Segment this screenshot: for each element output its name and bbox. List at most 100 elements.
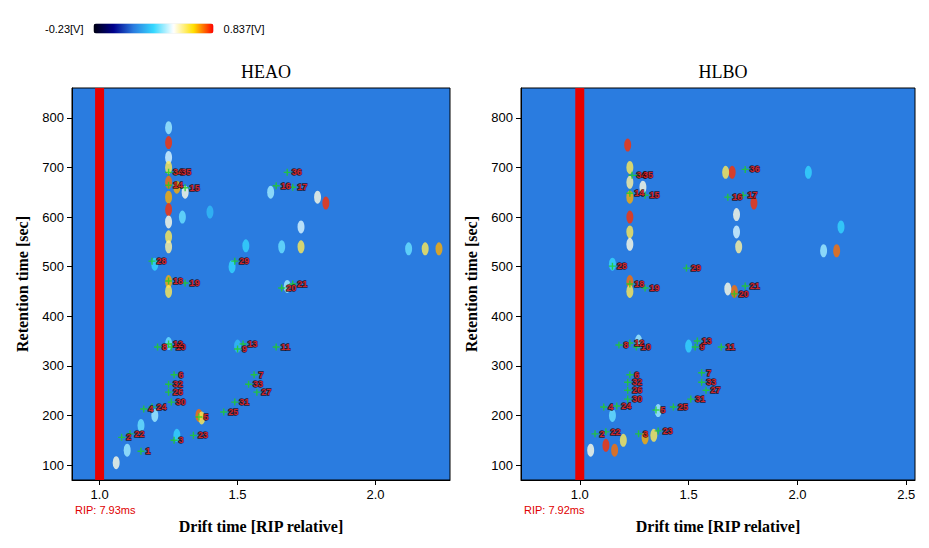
svg-text:34: 34 (636, 170, 647, 181)
svg-text:21: 21 (297, 279, 307, 289)
svg-text:18: 18 (173, 276, 183, 286)
svg-text:700: 700 (491, 160, 513, 175)
svg-text:27: 27 (710, 385, 721, 396)
svg-text:30: 30 (632, 394, 642, 404)
svg-text:24: 24 (621, 401, 631, 411)
svg-text:600: 600 (491, 210, 513, 225)
svg-text:500: 500 (491, 259, 513, 274)
svg-text:12: 12 (634, 338, 644, 348)
svg-text:1.5: 1.5 (680, 487, 698, 502)
svg-text:5: 5 (660, 405, 665, 415)
svg-text:800: 800 (491, 110, 513, 125)
svg-text:19: 19 (190, 278, 200, 288)
svg-text:Drift time [RIP relative]: Drift time [RIP relative] (636, 518, 801, 535)
svg-text:11: 11 (726, 342, 736, 352)
svg-text:200: 200 (42, 408, 64, 423)
svg-text:13: 13 (702, 336, 712, 346)
svg-text:5: 5 (203, 412, 208, 422)
svg-text:14: 14 (173, 180, 183, 190)
svg-text:29: 29 (691, 263, 701, 273)
svg-text:HLBO: HLBO (699, 62, 748, 82)
svg-text:1.0: 1.0 (571, 487, 589, 502)
svg-text:6: 6 (634, 369, 640, 380)
svg-text:15: 15 (190, 183, 200, 193)
svg-text:RIP: 7.93ms: RIP: 7.93ms (75, 504, 136, 516)
svg-text:17: 17 (297, 182, 307, 192)
svg-text:400: 400 (491, 309, 513, 324)
svg-text:2: 2 (600, 429, 605, 439)
svg-text:-0.23[V]: -0.23[V] (45, 23, 84, 35)
svg-text:4: 4 (608, 402, 613, 412)
svg-text:300: 300 (42, 358, 64, 373)
svg-text:0.837[V]: 0.837[V] (224, 23, 265, 35)
svg-text:800: 800 (42, 110, 64, 125)
svg-text:19: 19 (650, 283, 660, 293)
svg-text:34: 34 (173, 167, 184, 178)
svg-text:Retention time [sec]: Retention time [sec] (14, 216, 31, 352)
svg-text:28: 28 (617, 261, 627, 271)
svg-text:14: 14 (634, 188, 644, 198)
svg-text:300: 300 (491, 358, 513, 373)
svg-text:30: 30 (176, 397, 186, 407)
svg-text:28: 28 (157, 256, 167, 266)
svg-text:31: 31 (695, 394, 705, 404)
svg-text:36: 36 (292, 167, 302, 177)
svg-text:3: 3 (643, 429, 648, 439)
svg-text:700: 700 (42, 160, 64, 175)
svg-text:2.0: 2.0 (788, 487, 806, 502)
svg-text:Drift time [RIP relative]: Drift time [RIP relative] (179, 518, 344, 535)
svg-text:35: 35 (643, 170, 653, 180)
svg-text:36: 36 (750, 164, 760, 174)
svg-text:25: 25 (678, 402, 688, 412)
svg-text:100: 100 (491, 458, 513, 473)
svg-text:32: 32 (173, 379, 183, 389)
svg-text:31: 31 (239, 397, 249, 407)
svg-text:17: 17 (748, 190, 758, 200)
svg-text:HEAO: HEAO (241, 62, 291, 82)
svg-text:9: 9 (242, 344, 247, 354)
svg-text:25: 25 (228, 407, 238, 417)
svg-text:21: 21 (750, 281, 760, 291)
svg-text:6: 6 (178, 369, 184, 380)
svg-text:200: 200 (491, 408, 513, 423)
svg-text:12: 12 (173, 339, 183, 349)
svg-text:100: 100 (42, 458, 64, 473)
svg-text:13: 13 (248, 339, 258, 349)
svg-text:500: 500 (42, 259, 64, 274)
svg-text:33: 33 (253, 379, 263, 389)
svg-text:16: 16 (281, 181, 291, 191)
svg-text:1: 1 (145, 446, 150, 456)
svg-text:16: 16 (732, 192, 742, 202)
svg-text:3: 3 (179, 435, 184, 445)
svg-text:23: 23 (663, 426, 673, 436)
svg-text:32: 32 (632, 377, 642, 387)
svg-text:20: 20 (739, 289, 749, 299)
svg-text:4: 4 (148, 404, 153, 414)
svg-text:1.0: 1.0 (91, 487, 109, 502)
svg-text:Retention time [sec]: Retention time [sec] (463, 216, 480, 352)
svg-text:33: 33 (706, 377, 716, 387)
svg-text:2.5: 2.5 (897, 487, 915, 502)
svg-text:10: 10 (640, 342, 651, 352)
svg-text:7: 7 (258, 369, 264, 380)
svg-text:11: 11 (281, 342, 291, 352)
svg-text:24: 24 (157, 402, 167, 412)
svg-text:20: 20 (286, 283, 296, 293)
svg-text:22: 22 (134, 429, 144, 439)
svg-text:400: 400 (42, 309, 64, 324)
svg-text:RIP: 7.92ms: RIP: 7.92ms (524, 504, 585, 516)
svg-text:2.0: 2.0 (366, 487, 384, 502)
svg-text:1.5: 1.5 (229, 487, 247, 502)
svg-text:26: 26 (173, 387, 184, 398)
svg-text:35: 35 (181, 167, 191, 177)
svg-text:18: 18 (634, 279, 644, 289)
svg-text:8: 8 (162, 342, 167, 352)
svg-text:23: 23 (198, 430, 208, 440)
svg-text:15: 15 (650, 190, 660, 200)
svg-text:29: 29 (239, 256, 249, 266)
svg-text:2: 2 (126, 432, 131, 442)
svg-text:600: 600 (42, 210, 64, 225)
svg-text:27: 27 (261, 387, 272, 398)
svg-text:8: 8 (623, 340, 628, 350)
svg-text:22: 22 (610, 427, 620, 437)
